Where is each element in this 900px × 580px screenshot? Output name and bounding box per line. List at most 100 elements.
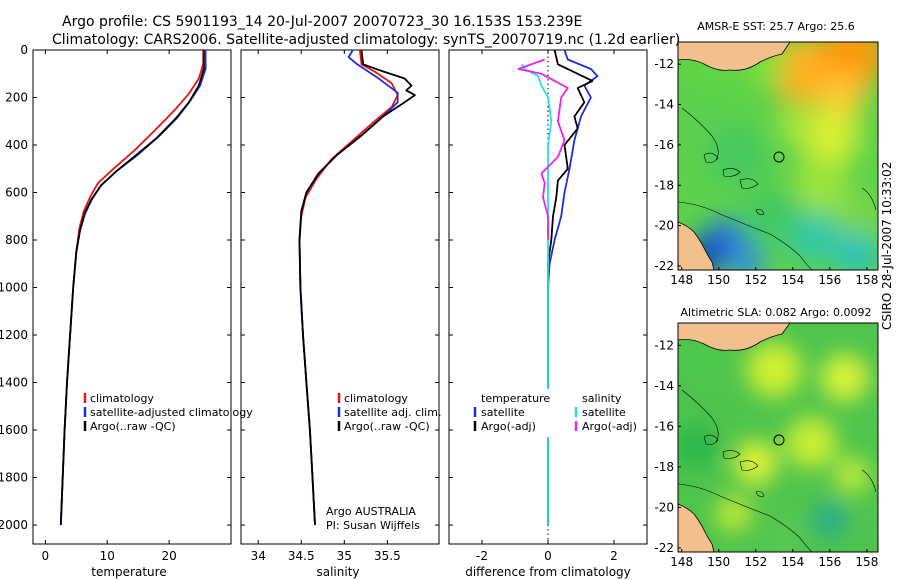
x-tick-label: 150 <box>707 273 730 287</box>
field-blob <box>678 424 719 469</box>
y-tick-label: 0 <box>20 43 28 57</box>
temperature-panel: 0 200 400 600 800 1000 1200 1400 1600 1800 2000 0 10… <box>0 43 253 579</box>
sst-map-title: AMSR-E SST: 25.7 Argo: 25.6 <box>697 20 855 33</box>
field-blob <box>778 106 816 144</box>
x-tick-label: 150 <box>707 555 730 569</box>
argo-program-label: Argo AUSTRALIA <box>326 505 416 518</box>
x-tick-label: 158 <box>855 273 878 287</box>
x-tick-label: 35 <box>337 549 352 563</box>
y-tick-label: -22 <box>654 259 674 273</box>
temperature-legend: climatology satellite-adjusted climatolo… <box>83 392 253 433</box>
y-tick-label: 600 <box>5 186 28 200</box>
y-tick-label: -12 <box>654 338 674 352</box>
y-tick-label: 800 <box>5 233 28 247</box>
y-tick-label: 1800 <box>0 471 28 485</box>
legend-label-satellite: satellite adj. clim. <box>344 406 441 419</box>
difference-legend: temperature satellite Argo(-adj) salinit… <box>472 389 642 437</box>
y-tick-label: -12 <box>654 57 674 71</box>
series-line <box>298 49 399 526</box>
salinity-legend: climatology satellite adj. clim. Argo(..… <box>337 392 441 433</box>
y-tick-label: 1200 <box>0 328 28 342</box>
series-line <box>298 49 416 526</box>
x-tick-label: 156 <box>818 555 841 569</box>
field-blob <box>792 157 849 214</box>
difference-xlabel: difference from climatology <box>465 565 631 579</box>
y-tick-label: -18 <box>654 178 674 192</box>
x-tick-label: 34 <box>251 549 266 563</box>
y-tick-label: 1600 <box>0 423 28 437</box>
field-blob <box>707 125 767 185</box>
legend-label-sal-argo: Argo(-adj) <box>582 420 637 433</box>
pi-name-label: PI: Susan Wijffels <box>326 519 420 532</box>
papua-coast <box>678 323 791 351</box>
field-blob <box>800 107 860 167</box>
sst-map-frame <box>677 41 879 271</box>
sla-map-panel: Altimetric SLA: 0.082 Argo: 0.0092 148 15… <box>654 306 879 569</box>
x-tick-label: 148 <box>670 555 693 569</box>
salinity-axes-frame <box>240 49 440 545</box>
y-tick-label: 1400 <box>0 376 28 390</box>
salinity-panel: 34 34.5 35 35.5 salinity climatology satell… <box>240 49 441 579</box>
field-blob <box>765 517 803 552</box>
salinity-xlabel: salinity <box>316 565 359 579</box>
series-line <box>517 58 569 240</box>
x-tick-label: 0 <box>544 549 552 563</box>
sst-land <box>678 42 877 270</box>
temperature-axes-frame <box>32 49 232 545</box>
legend-heading-salinity: salinity <box>582 392 622 405</box>
series-line <box>520 63 553 525</box>
series-line <box>547 49 594 525</box>
legend-label-argo: Argo(..raw -QC) <box>90 420 176 433</box>
y-tick-label: -14 <box>654 379 674 393</box>
legend-label-sal-satellite: satellite <box>582 406 626 419</box>
argo-float-marker <box>773 434 785 446</box>
legend-label-argo: Argo(..raw -QC) <box>344 420 430 433</box>
x-tick-label: 0 <box>42 549 50 563</box>
field-blob <box>789 211 841 264</box>
legend-label-climatology: climatology <box>344 392 408 405</box>
series-line <box>59 50 205 526</box>
y-tick-label: 400 <box>5 138 28 152</box>
difference-legend-box <box>472 389 642 437</box>
y-tick-label: 200 <box>5 91 28 105</box>
y-tick-label: 2000 <box>0 518 28 532</box>
field-blob <box>715 494 753 533</box>
x-tick-label: 20 <box>161 549 176 563</box>
sla-map-title: Altimetric SLA: 0.082 Argo: 0.0092 <box>680 306 871 319</box>
sst-map-panel: AMSR-E SST: 25.7 Argo: 25.6 148 150 152 154… <box>654 20 879 287</box>
y-tick-label: -16 <box>654 138 674 152</box>
series-line <box>547 49 599 525</box>
australia-coast <box>678 503 715 552</box>
argo-float-marker <box>773 151 785 163</box>
figure-title-line2: Climatology: CARS2006. Satellite-adjuste… <box>52 32 680 48</box>
legend-label-temp-satellite: satellite <box>481 406 525 419</box>
sla-land <box>678 323 877 552</box>
papua-coast <box>678 42 791 71</box>
field-blob <box>785 416 838 469</box>
field-blob <box>733 440 778 486</box>
timestamp-label: CSIRO 28-Jul-2007 10:33:02 <box>880 161 894 330</box>
y-tick-label: -22 <box>654 541 674 555</box>
legend-label-temp-argo: Argo(-adj) <box>481 420 536 433</box>
shelf-contour <box>678 483 813 552</box>
legend-label-satellite: satellite-adjusted climatology <box>90 406 253 419</box>
x-tick-label: 148 <box>670 273 693 287</box>
series-line <box>59 50 205 526</box>
x-tick-label: 156 <box>818 273 841 287</box>
x-tick-label: 152 <box>744 555 767 569</box>
y-tick-label: -16 <box>654 419 674 433</box>
shelf-contour <box>678 201 813 270</box>
y-tick-label: 1000 <box>0 281 28 295</box>
field-blob <box>678 90 725 139</box>
temperature-xlabel: temperature <box>91 565 166 579</box>
series-line <box>59 50 207 526</box>
field-blob <box>746 341 803 398</box>
difference-panel: -2 0 2 difference from climatology tempera… <box>448 49 648 579</box>
y-tick-label: -18 <box>654 460 674 474</box>
x-tick-label: 34.5 <box>288 549 315 563</box>
legend-heading-temperature: temperature <box>481 392 550 405</box>
field-blob <box>746 187 803 244</box>
field-blob <box>837 233 878 270</box>
y-tick-label: -20 <box>654 219 674 233</box>
